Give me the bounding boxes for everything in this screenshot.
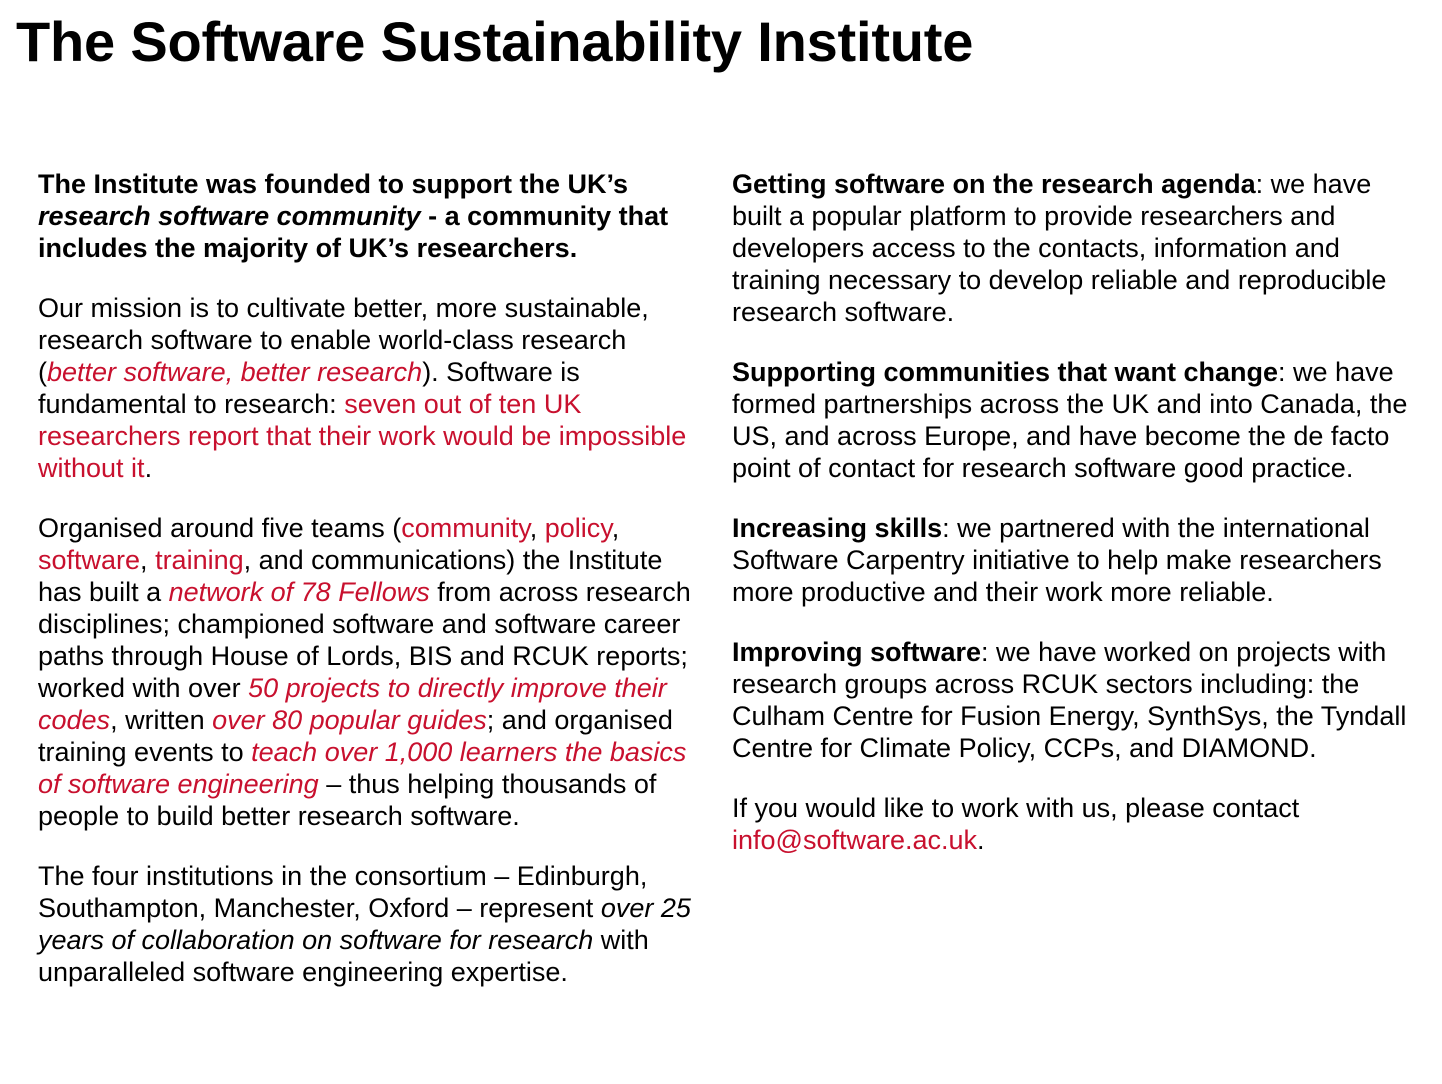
research-agenda-paragraph: Getting software on the research agenda:… <box>732 168 1412 328</box>
mission-text-2: ). Software is fundamental to research: <box>38 357 580 419</box>
email-link[interactable]: info@software.ac.uk <box>732 825 978 855</box>
improving-software-body: : we have worked on projects with resear… <box>732 637 1407 763</box>
projects-link[interactable]: 50 projects to directly improve their co… <box>38 673 667 735</box>
skills-heading: Increasing skills <box>732 513 943 543</box>
consortium-text: The four institutions in the consortium … <box>38 861 648 923</box>
seven-out-of-ten-link[interactable]: seven out of ten UK researchers report t… <box>38 389 687 483</box>
teams-text-6: – thus helping thousands of people to bu… <box>38 769 657 831</box>
intro-paragraph: The Institute was founded to support the… <box>38 168 703 264</box>
communities-body: : we have formed partnerships across the… <box>732 357 1408 483</box>
intro-emphasis: research software community <box>38 201 421 231</box>
fellows-link[interactable]: network of 78 Fellows <box>168 577 430 607</box>
teams-text-3: from across research disciplines; champi… <box>38 577 691 703</box>
teams-sep-1: , <box>529 513 545 543</box>
mission-text-end: . <box>144 453 153 483</box>
contact-text: If you would like to work with us, pleas… <box>732 793 1300 823</box>
skills-paragraph: Increasing skills: we partnered with the… <box>732 512 1412 608</box>
research-agenda-heading: Getting software on the research agenda <box>732 169 1256 199</box>
intro-text-end: - a community that includes the majority… <box>38 201 669 263</box>
policy-link[interactable]: policy <box>544 513 612 543</box>
mission-paragraph: Our mission is to cultivate better, more… <box>38 292 703 484</box>
teams-text-4: , written <box>110 705 213 735</box>
better-software-link[interactable]: better software, better research <box>47 357 423 387</box>
teams-text: Organised around five teams ( <box>38 513 402 543</box>
contact-paragraph: If you would like to work with us, pleas… <box>732 792 1412 856</box>
mission-text: Our mission is to cultivate better, more… <box>38 293 649 387</box>
teams-sep-3: , <box>140 545 156 575</box>
learners-link[interactable]: teach over 1,000 learners the basics of … <box>38 737 687 799</box>
teams-paragraph: Organised around five teams (community, … <box>38 512 703 832</box>
teams-text-2: , and communications) the Institute has … <box>38 545 663 607</box>
improving-software-paragraph: Improving software: we have worked on pr… <box>732 636 1412 764</box>
page-title: The Software Sustainability Institute <box>16 10 974 73</box>
skills-body: : we partnered with the international So… <box>732 513 1382 607</box>
software-link[interactable]: software <box>38 545 141 575</box>
consortium-text-end: with unparalleled software engineering e… <box>38 925 649 987</box>
consortium-emphasis: over 25 years of collaboration on softwa… <box>38 893 691 955</box>
guides-link[interactable]: over 80 popular guides <box>212 705 487 735</box>
intro-text: The Institute was founded to support the… <box>38 169 628 199</box>
teams-sep-2: , <box>611 513 620 543</box>
consortium-paragraph: The four institutions in the consortium … <box>38 860 703 988</box>
contact-text-end: . <box>977 825 985 855</box>
community-link[interactable]: community <box>401 513 530 543</box>
improving-software-heading: Improving software <box>732 637 982 667</box>
training-link[interactable]: training <box>155 545 244 575</box>
communities-heading: Supporting communities that want change <box>732 357 1279 387</box>
communities-paragraph: Supporting communities that want change:… <box>732 356 1412 484</box>
right-column: Getting software on the research agenda:… <box>732 168 1412 884</box>
research-agenda-body: : we have built a popular platform to pr… <box>732 169 1387 327</box>
teams-text-5: ; and organised training events to <box>38 705 673 767</box>
left-column: The Institute was founded to support the… <box>38 168 703 1016</box>
